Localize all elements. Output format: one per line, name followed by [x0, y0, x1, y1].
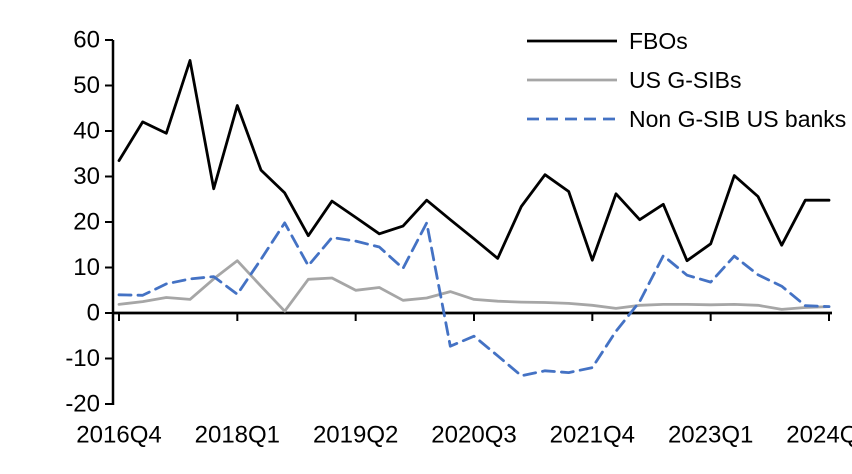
legend-label-fbos: FBOs	[629, 28, 688, 54]
y-tick-label-40: 40	[73, 118, 100, 145]
series-line-us-g-sibs	[117, 259, 831, 313]
legend-item-us-g-sibs: US G-SIBs	[527, 67, 741, 93]
legend-label-us-g-sibs: US G-SIBs	[629, 67, 741, 93]
chart-canvas: 60 50 40 30 20 10 0 -10 -20 2016Q4 2018Q1 2019Q2 202…	[65, 27, 852, 449]
x-tick-label-2021Q4: 2021Q4	[550, 422, 635, 449]
y-tick-label-0: 0	[87, 300, 100, 327]
y-tick-label-10: 10	[73, 254, 100, 281]
y-tick-label-30: 30	[73, 163, 100, 190]
y-tick-label--20: -20	[65, 391, 100, 418]
series-line-fbos	[117, 59, 831, 263]
y-tick-label--10: -10	[65, 345, 100, 372]
x-tick-label-2023Q1: 2023Q1	[668, 422, 753, 449]
legend-item-non-g-sib-us-banks: Non G-SIB US banks	[527, 106, 846, 132]
series-line-non-g-sib-us-banks	[117, 221, 831, 378]
x-tick-label-2019Q2: 2019Q2	[313, 422, 398, 449]
line-chart: 60 50 40 30 20 10 0 -10 -20 2016Q4 2018Q1 2019Q2 202…	[40, 16, 852, 458]
legend-label-non-g-sib-us-banks: Non G-SIB US banks	[629, 106, 846, 132]
y-tick-label-20: 20	[73, 209, 100, 236]
y-tick-label-60: 60	[73, 27, 100, 54]
y-tick-label-50: 50	[73, 72, 100, 99]
legend-item-fbos: FBOs	[527, 28, 688, 54]
x-tick-label-2020Q3: 2020Q3	[431, 422, 516, 449]
x-tick-label-2018Q1: 2018Q1	[195, 422, 280, 449]
x-tick-label-2016Q4: 2016Q4	[76, 422, 161, 449]
legend: FBOs US G-SIBs Non G-SIB US banks	[527, 28, 846, 132]
x-tick-label-2024Q2: 2024Q2	[786, 422, 852, 449]
